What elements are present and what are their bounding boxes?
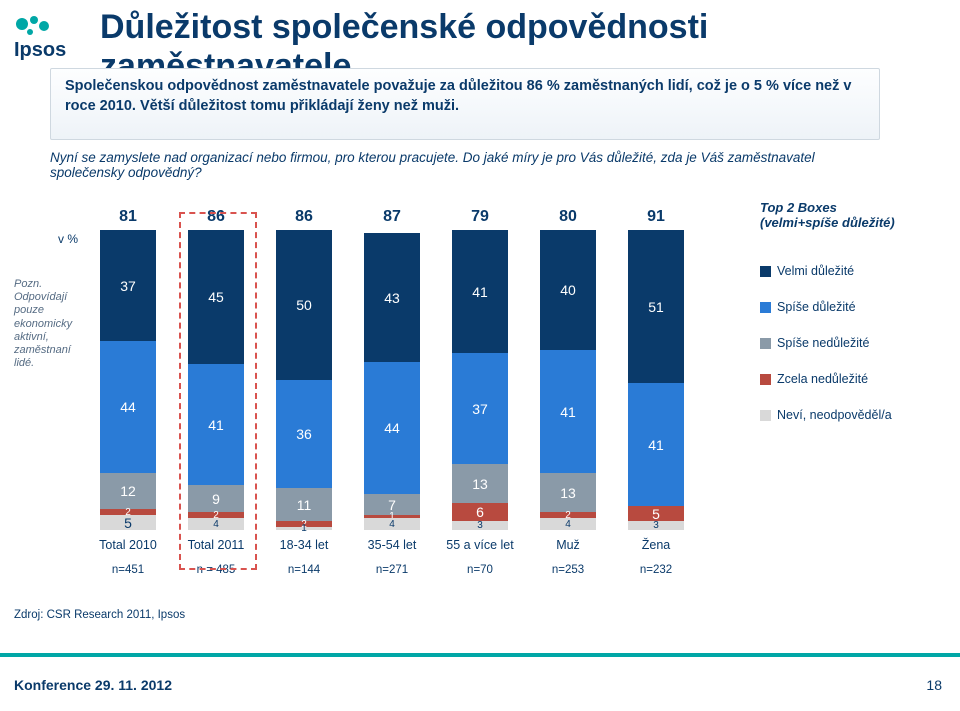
n-label: n=232 [611,564,701,576]
legend-swatch [760,302,771,313]
bar-column: 91514153Ženan=232 [628,230,684,530]
n-label: n = 485 [171,564,261,576]
bar-segment: 5 [100,515,156,530]
top2-value: 91 [628,208,684,226]
bar-segment: 36 [276,380,332,488]
category-label: Muž [523,538,613,552]
bar-segment: 4 [188,518,244,530]
bar-column: 8137441225Total 2010n=451 [100,230,156,530]
bar-segment: 3 [452,521,508,530]
page-number: 18 [926,677,942,693]
question-text: Nyní se zamyslete nad organizací nebo fi… [50,150,850,180]
bar-segment: 9 [188,485,244,512]
legend-swatch [760,338,771,349]
accent-bar [0,653,960,657]
legend-item: Spíše nedůležité [760,336,930,350]
summary-box: Společenskou odpovědnost zaměstnavatele … [50,68,880,140]
respondent-note: Pozn. Odpovídají pouze ekonomicky aktivn… [14,278,94,370]
legend-swatch [760,410,771,421]
category-label: 35-54 let [347,538,437,552]
conference-footer: Konference 29. 11. 2012 [14,677,172,693]
bar-segment: 41 [628,383,684,506]
bar-segment: 6 [452,503,508,521]
category-label: 18-34 let [259,538,349,552]
bar-segment: 41 [188,364,244,486]
bar-segment: 41 [452,230,508,353]
bar-segment: 3 [628,521,684,530]
legend-item: Velmi důležité [760,264,930,278]
bar-column: 87434471435-54 letn=271 [364,230,420,530]
bar-column: 865036112118-34 letn=144 [276,230,332,530]
bar-segment: 1 [276,527,332,530]
bar-segment: 37 [452,353,508,464]
category-label: 55 a více let [435,538,525,552]
bar-column: 864541924Total 2011n = 485 [188,230,244,530]
legend-label: Spíše důležité [777,300,856,314]
bar-segment: 51 [628,230,684,383]
top2-value: 79 [452,208,508,226]
bar-segment: 12 [100,473,156,509]
y-axis-label: v % [58,232,78,246]
n-label: n=271 [347,564,437,576]
bar-segment: 4 [540,518,596,530]
top2-value: 87 [364,208,420,226]
bar-segment: 43 [364,233,420,362]
bar-segment: 44 [100,341,156,473]
bar-segment: 5 [628,506,684,521]
slide: Ipsos Důležitost společenské odpovědnost… [0,0,960,711]
top2-value: 86 [276,208,332,226]
bar-segment: 50 [276,230,332,380]
legend: Velmi důležité Spíše důležité Spíše nedůle… [760,264,930,444]
bar-segment: 13 [540,473,596,512]
stacked-bar-chart: 8137441225Total 2010n=451864541924Total … [100,230,720,560]
ipsos-logo: Ipsos [14,14,84,65]
bar-segment: 41 [540,350,596,473]
legend-label: Velmi důležité [777,264,854,278]
bar-segment: 45 [188,230,244,364]
category-label: Total 2010 [83,538,173,552]
bar-segment: 11 [276,488,332,521]
n-label: n=253 [523,564,613,576]
legend-label: Spíše nedůležité [777,336,869,350]
legend-swatch [760,374,771,385]
legend-item: Neví, neodpověděl/a [760,408,930,422]
source-line: Zdroj: CSR Research 2011, Ipsos [14,609,185,621]
legend-label: Neví, neodpověděl/a [777,408,892,422]
bar-segment: 37 [100,230,156,341]
bar-segment: 44 [364,362,420,494]
legend-item: Spíše důležité [760,300,930,314]
n-label: n=451 [83,564,173,576]
legend-label: Zcela nedůležité [777,372,868,386]
category-label: Žena [611,538,701,552]
bar-column: 794137136355 a více letn=70 [452,230,508,530]
category-label: Total 2011 [171,538,261,552]
top2boxes-label: Top 2 Boxes (velmi+spíše důležité) [760,200,930,230]
bar-segment: 13 [452,464,508,503]
bar-segment: 4 [364,518,420,530]
bar-column: 8040411324Mužn=253 [540,230,596,530]
top2-value: 81 [100,208,156,226]
legend-item: Zcela nedůležité [760,372,930,386]
svg-text:Ipsos: Ipsos [14,39,66,60]
n-label: n=144 [259,564,349,576]
top2-value: 80 [540,208,596,226]
legend-swatch [760,266,771,277]
top2-value: 86 [188,208,244,226]
n-label: n=70 [435,564,525,576]
bar-segment: 40 [540,230,596,350]
